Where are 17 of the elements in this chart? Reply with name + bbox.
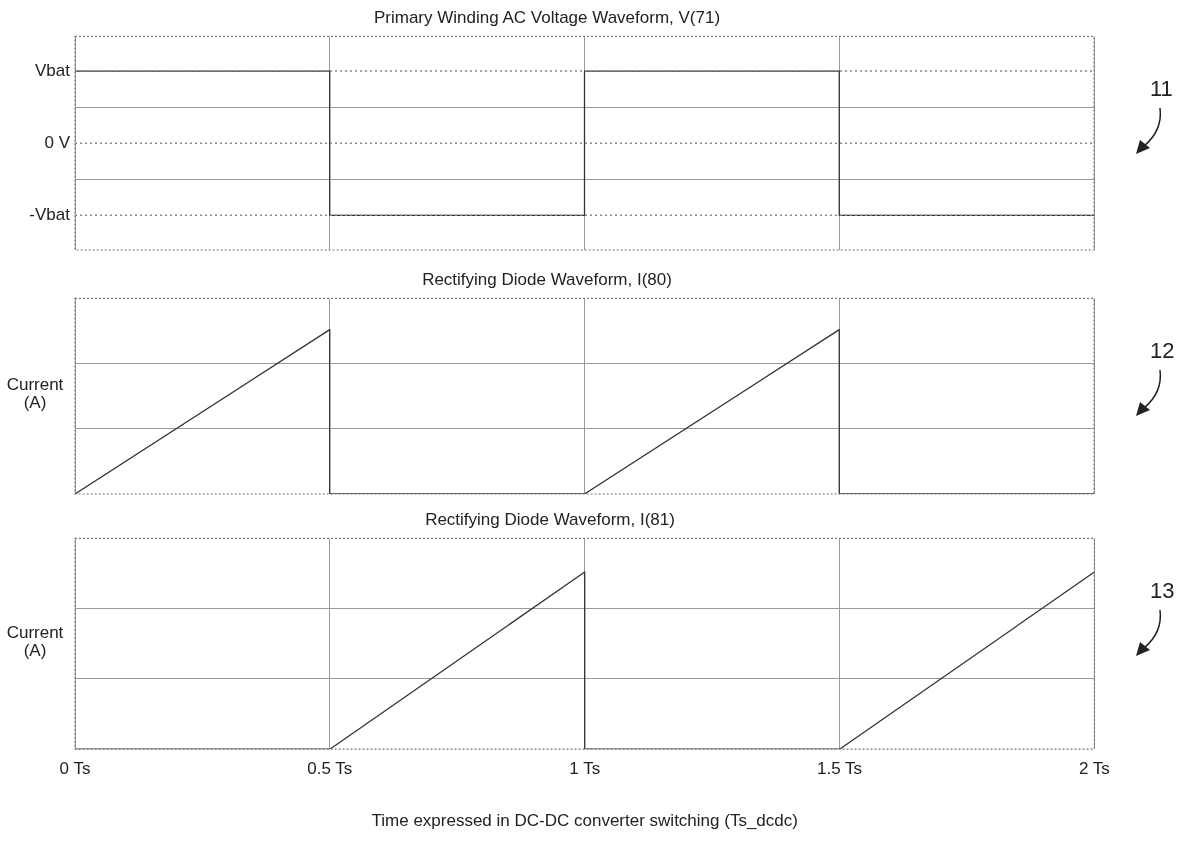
chart-title: Primary Winding AC Voltage Waveform, V(71) (373, 7, 721, 27)
x-axis-title: Time expressed in DC-DC converter switching (Ts_dcdc) (371, 811, 798, 831)
x-tick-label: 0.5 Ts (307, 759, 353, 779)
x-tick-label: 2 Ts (1078, 759, 1110, 779)
ref-line-label: 0 V (44, 132, 71, 152)
y-axis-title: Current (A) (5, 622, 65, 660)
x-tick-label: 1 Ts (569, 759, 601, 779)
x-tick-label: 0 Ts (59, 759, 91, 779)
text: 11 (1150, 76, 1173, 103)
x-tick-label: 1.5 Ts (817, 759, 863, 779)
text: 12 (1150, 338, 1175, 365)
text: 13 (1150, 578, 1175, 605)
ref-line-label: -Vbat (29, 205, 71, 225)
y-axis-title: Current (A) (5, 375, 65, 413)
chart-title: Rectifying Diode Waveform, I(80) (422, 269, 672, 289)
chart-title: Rectifying Diode Waveform, I(81) (425, 509, 675, 529)
ref-line-label: Vbat (35, 60, 71, 80)
